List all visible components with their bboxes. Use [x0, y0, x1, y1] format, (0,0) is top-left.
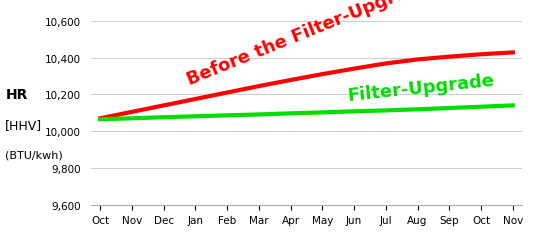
Text: [HHV]: [HHV] — [5, 118, 43, 132]
Text: Filter-Upgrade: Filter-Upgrade — [346, 72, 495, 105]
Text: (BTU/kwh): (BTU/kwh) — [5, 150, 63, 160]
Text: HR: HR — [5, 88, 28, 102]
Text: Before the Filter-Upgrade: Before the Filter-Upgrade — [184, 0, 432, 88]
